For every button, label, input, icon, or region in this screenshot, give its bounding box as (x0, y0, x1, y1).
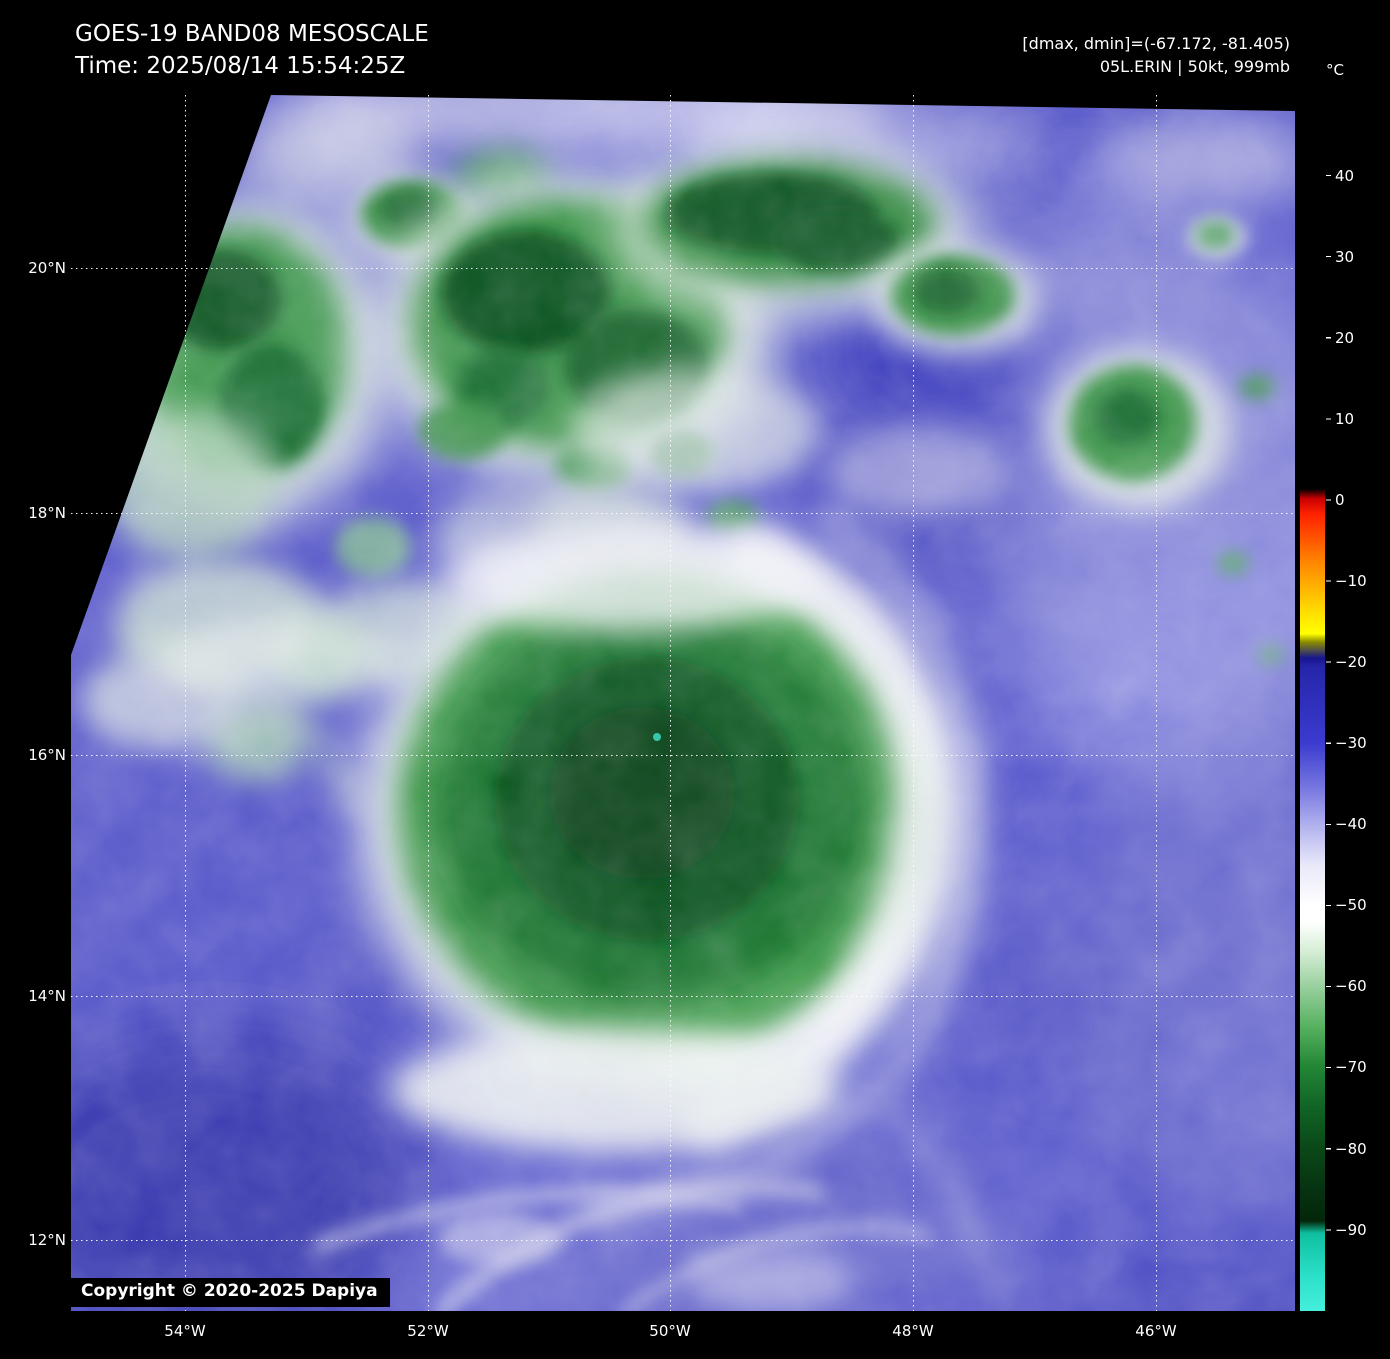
lat-label-20n: 20°N (28, 259, 66, 277)
colorbar-unit-label: °C (1326, 61, 1344, 79)
storm-info-annotation: 05L.ERIN | 50kt, 999mb (1099, 57, 1290, 76)
gridline-h-14n (71, 996, 1295, 997)
lon-label-48w: 48°W (892, 1322, 934, 1340)
gridline-v-48w (913, 95, 914, 1311)
colorbar-tick-10: 10 (1335, 410, 1355, 428)
colorbar-tick-m40: −40 (1335, 815, 1367, 833)
gridline-h-12n (71, 1240, 1295, 1241)
page-title: GOES-19 BAND08 MESOSCALE (75, 21, 429, 47)
colorbar-tick-m10: −10 (1335, 572, 1367, 590)
colorbar-tick-40: 40 (1335, 167, 1355, 185)
colorbar-tick-30: 30 (1335, 248, 1355, 266)
colorbar-tick-0: 0 (1335, 491, 1345, 509)
colorbar-tick-m20: −20 (1335, 653, 1367, 671)
satellite-image (71, 95, 1295, 1311)
colorbar-tick-m80: −80 (1335, 1140, 1367, 1158)
lon-label-54w: 54°W (164, 1322, 206, 1340)
gridline-v-46w (1156, 95, 1157, 1311)
gridline-v-50w (670, 95, 671, 1311)
colorbar (1300, 95, 1325, 1311)
colorbar-tick-m90: −90 (1335, 1221, 1367, 1239)
colorbar-tick-marks (1326, 95, 1331, 1241)
lon-label-52w: 52°W (407, 1322, 449, 1340)
lat-label-12n: 12°N (28, 1231, 66, 1249)
lon-label-46w: 46°W (1135, 1322, 1177, 1340)
colorbar-tick-m50: −50 (1335, 896, 1367, 914)
lon-label-50w: 50°W (649, 1322, 691, 1340)
copyright-label: Copyright © 2020-2025 Dapiya (71, 1278, 390, 1307)
gridline-v-54w (185, 95, 186, 1311)
colorbar-tick-20: 20 (1335, 329, 1355, 347)
gridline-h-16n (71, 755, 1295, 756)
lat-label-14n: 14°N (28, 987, 66, 1005)
timestamp-label: Time: 2025/08/14 15:54:25Z (75, 53, 406, 79)
gridline-v-52w (428, 95, 429, 1311)
colorbar-tick-m70: −70 (1335, 1058, 1367, 1076)
gridline-h-20n (71, 268, 1295, 269)
dmax-dmin-annotation: [dmax, dmin]=(-67.172, -81.405) (1022, 34, 1290, 53)
lat-label-16n: 16°N (28, 746, 66, 764)
colorbar-tick-m30: −30 (1335, 734, 1367, 752)
lat-label-18n: 18°N (28, 504, 66, 522)
map-plot: Copyright © 2020-2025 Dapiya (71, 95, 1295, 1311)
colorbar-tick-m60: −60 (1335, 977, 1367, 995)
satellite-data-region (71, 95, 1295, 1311)
gridline-h-18n (71, 513, 1295, 514)
